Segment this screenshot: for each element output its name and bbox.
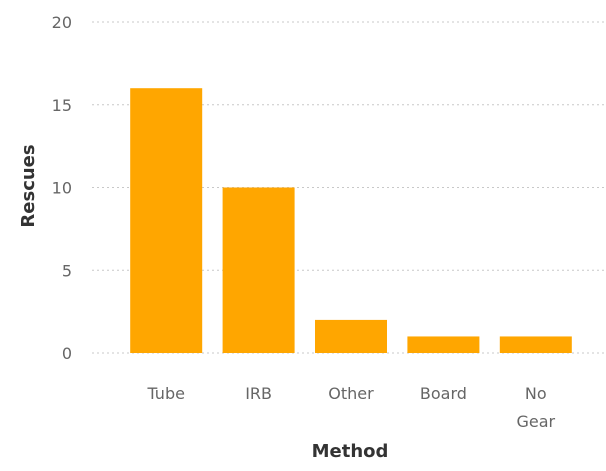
x-axis-title: Method xyxy=(312,441,389,462)
y-tick-label-0: 0 xyxy=(62,344,72,363)
x-tick-label-board: Board xyxy=(420,384,467,403)
bar-no-gear xyxy=(499,336,572,353)
y-tick-label-10: 10 xyxy=(52,179,72,198)
bar-tube xyxy=(130,88,203,353)
y-axis-title: Rescues xyxy=(18,144,39,227)
bars xyxy=(130,88,572,353)
x-tick-label-no-gear: No Gear xyxy=(516,384,555,431)
x-tick-label-other: Other xyxy=(328,384,374,403)
bar-board xyxy=(407,336,480,353)
bar-irb xyxy=(222,187,295,353)
y-tick-label-20: 20 xyxy=(52,13,72,32)
bar-other xyxy=(315,319,387,353)
x-tick-label-tube: Tube xyxy=(146,384,184,403)
x-axis-ticks: Tube IRB Other Board No Gear xyxy=(146,384,555,431)
y-axis-ticks: 0 5 10 15 20 xyxy=(52,13,72,363)
y-tick-label-5: 5 xyxy=(62,261,72,280)
x-tick-label-irb: IRB xyxy=(245,384,272,403)
y-tick-label-15: 15 xyxy=(52,96,72,115)
